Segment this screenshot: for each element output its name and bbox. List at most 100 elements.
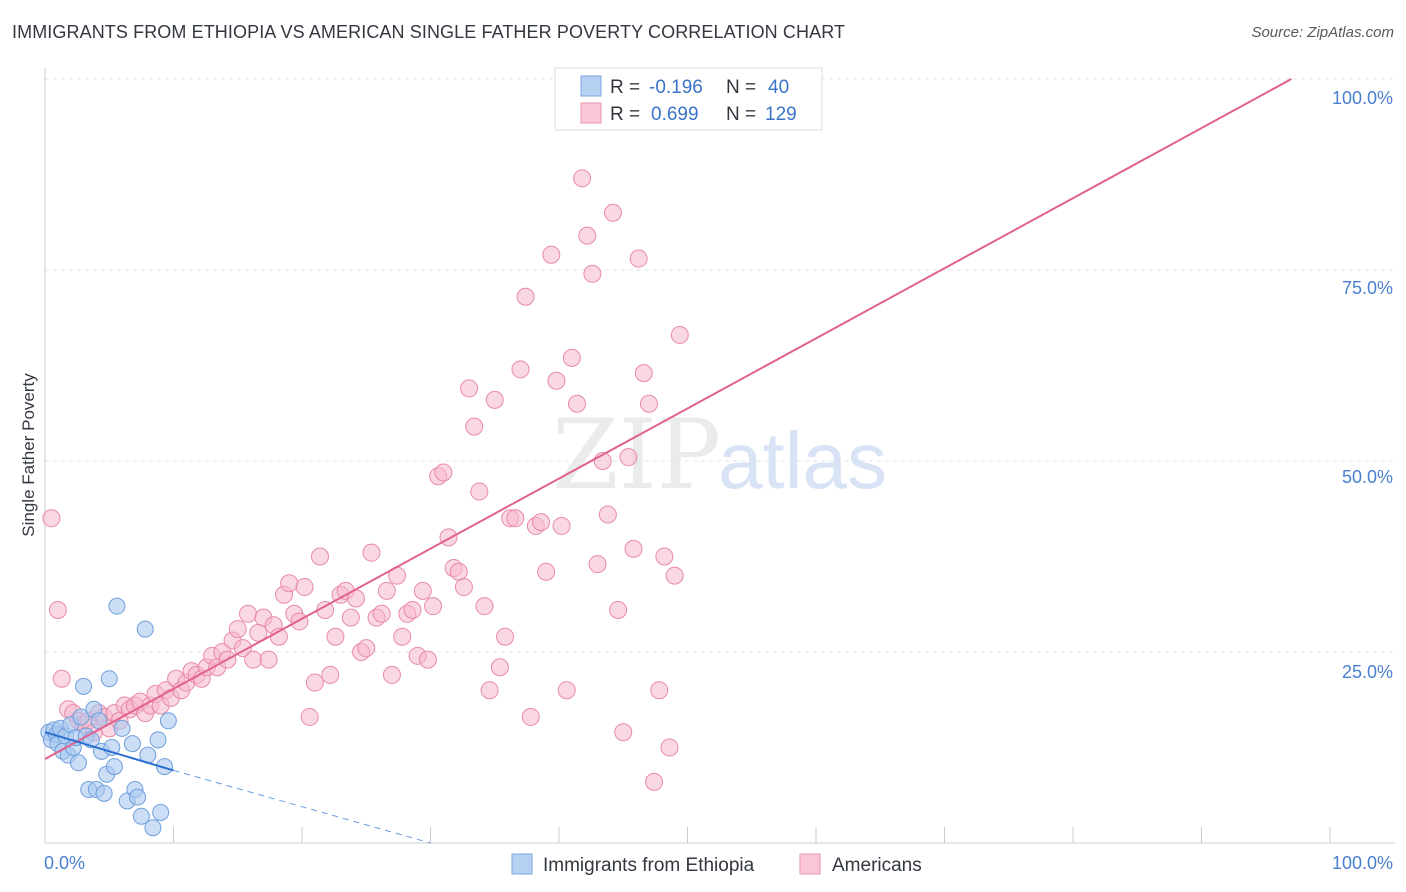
americans-point [645, 772, 664, 791]
legend-n-label-1: N = [726, 77, 756, 98]
americans-point [619, 448, 638, 467]
axes [44, 68, 1395, 844]
bottom-legend: Immigrants from Ethiopia Americans [511, 853, 922, 876]
legend-swatch-blue [580, 75, 602, 97]
americans-point [542, 245, 561, 264]
ethiopia-point [108, 597, 126, 615]
americans-point [413, 581, 432, 600]
y-tick-label-100: 100.0% [1332, 88, 1393, 108]
americans-point [460, 379, 479, 398]
americans-point [532, 513, 551, 532]
americans-point [42, 509, 61, 528]
ethiopia-point [105, 758, 123, 776]
y-tick-label-75: 75.0% [1342, 278, 1393, 298]
americans-point [547, 371, 566, 390]
tick-labels: 100.0% 75.0% 50.0% 25.0% 0.0% 100.0% [44, 88, 1393, 873]
grid [45, 78, 1395, 653]
americans-point [629, 249, 648, 268]
americans-point [506, 509, 525, 528]
americans-point [377, 581, 396, 600]
americans-point [434, 463, 453, 482]
americans-point [52, 669, 71, 688]
americans-point [573, 169, 592, 188]
x-tick-label-100: 100.0% [1332, 853, 1393, 873]
ethiopia-point [69, 754, 87, 772]
americans-point [48, 600, 67, 619]
ethiopia-point [159, 712, 177, 730]
x-tick-label-0: 0.0% [44, 853, 85, 873]
americans-point [480, 681, 499, 700]
legend: R = -0.196 N = 40 R = 0.699 N = 129 [554, 67, 823, 131]
americans-point [305, 673, 324, 692]
americans-point [660, 738, 679, 757]
americans-point [357, 639, 376, 658]
ethiopia-point [75, 677, 93, 695]
chart-title: IMMIGRANTS FROM ETHIOPIA VS AMERICAN SIN… [12, 22, 846, 42]
americans-point [439, 528, 458, 547]
bottom-legend-swatch-blue [511, 853, 533, 875]
americans-point [609, 600, 628, 619]
americans-point [665, 566, 684, 585]
americans-point [490, 658, 509, 677]
americans-point [454, 578, 473, 597]
americans-point [624, 539, 643, 558]
ethiopia-point [144, 819, 162, 837]
ethiopia-trend-line [44, 731, 174, 772]
americans-point [598, 505, 617, 524]
americans-point [588, 555, 607, 574]
americans-point [382, 665, 401, 684]
ethiopia-point [136, 620, 154, 638]
americans-point [475, 597, 494, 616]
americans-point [537, 562, 556, 581]
ethiopia-point [149, 731, 167, 749]
americans-point [634, 364, 653, 383]
ethiopia-point [156, 758, 174, 776]
bottom-legend-label-americans: Americans [832, 855, 922, 876]
legend-n-label-2: N = [726, 104, 756, 125]
americans-trend-line [44, 78, 1292, 760]
americans-point [603, 203, 622, 222]
legend-r-value-1: -0.196 [649, 77, 703, 98]
americans-point [650, 681, 669, 700]
americans-point [321, 665, 340, 684]
americans-point [424, 597, 443, 616]
americans-point [239, 604, 258, 623]
legend-r-label-1: R = [610, 77, 640, 98]
americans-point [295, 578, 314, 597]
americans-point [362, 543, 381, 562]
legend-swatch-pink [580, 102, 602, 124]
americans-point [341, 608, 360, 627]
americans-point [655, 547, 674, 566]
americans-point [552, 516, 571, 535]
americans-point [300, 707, 319, 726]
americans-point [280, 574, 299, 593]
y-tick-label-50: 50.0% [1342, 467, 1393, 487]
americans-point [670, 325, 689, 344]
americans-point [449, 562, 468, 581]
americans-point [583, 264, 602, 283]
ethiopia-point [95, 784, 113, 802]
legend-r-value-2: 0.699 [651, 104, 699, 125]
legend-r-label-2: R = [610, 104, 640, 125]
y-axis-title: Single Father Poverty [19, 373, 38, 537]
americans-point [418, 650, 437, 669]
ethiopia-point [100, 670, 118, 688]
americans-point [578, 226, 597, 245]
watermark: ZIP atlas [552, 399, 887, 511]
americans-point [567, 394, 586, 413]
americans-point [259, 650, 278, 669]
americans-point [485, 390, 504, 409]
americans-point [521, 707, 540, 726]
americans-points [42, 70, 730, 791]
americans-point [557, 681, 576, 700]
americans-point [403, 600, 422, 619]
ethiopia-point [129, 788, 147, 806]
ethiopia-trend-extension [173, 769, 431, 844]
americans-point [290, 612, 309, 631]
americans-point [372, 604, 391, 623]
americans-point [470, 482, 489, 501]
americans-point [393, 627, 412, 646]
americans-point [516, 287, 535, 306]
americans-point [639, 394, 658, 413]
